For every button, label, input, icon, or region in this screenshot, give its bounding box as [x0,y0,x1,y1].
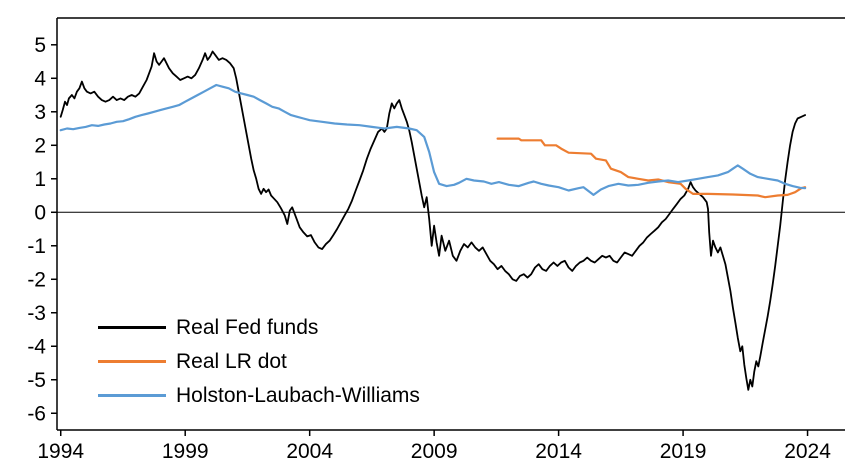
y-tick-label: 0 [34,201,46,224]
y-tick-label: 2 [34,134,46,157]
legend-line-swatch-orange [98,360,166,363]
y-tick-label: 1 [34,168,46,191]
y-tick-label: -3 [27,302,46,325]
x-tick-label: 2004 [286,440,333,463]
x-tick-label: 1994 [37,440,84,463]
x-tick-label: 2014 [535,440,582,463]
legend-line-swatch-black [98,326,166,329]
x-tick-label: 2019 [660,440,707,463]
series-line-real-lr-dot [496,137,807,199]
x-tick-label: 2009 [411,440,458,463]
x-tick-label: 1999 [162,440,209,463]
series-line-real-fed-funds [59,50,806,391]
legend-item-holston-laubach-williams: Holston-Laubach-Williams [98,383,420,408]
series-line-holston-laubach-williams [59,83,807,196]
x-tick-label: 2024 [784,440,831,463]
y-tick-label: -5 [27,369,46,392]
legend-label-real-fed-funds: Real Fed funds [176,315,319,339]
y-tick-label: -6 [27,402,46,425]
y-tick-label: 4 [34,67,46,90]
y-tick-label: 3 [34,101,46,124]
legend-label-real-lr-dot: Real LR dot [176,349,287,373]
y-tick-label: -2 [27,268,46,291]
y-tick-label: -1 [27,235,46,258]
legend-line-swatch-blue [98,394,166,397]
y-tick-label: 5 [34,34,46,57]
chart-legend: Real Fed funds Real LR dot Holston-Lauba… [98,315,420,408]
legend-label-holston-laubach-williams: Holston-Laubach-Williams [176,383,420,407]
y-tick-label: -4 [27,335,46,358]
legend-item-real-lr-dot: Real LR dot [98,349,420,374]
legend-item-real-fed-funds: Real Fed funds [98,315,420,340]
